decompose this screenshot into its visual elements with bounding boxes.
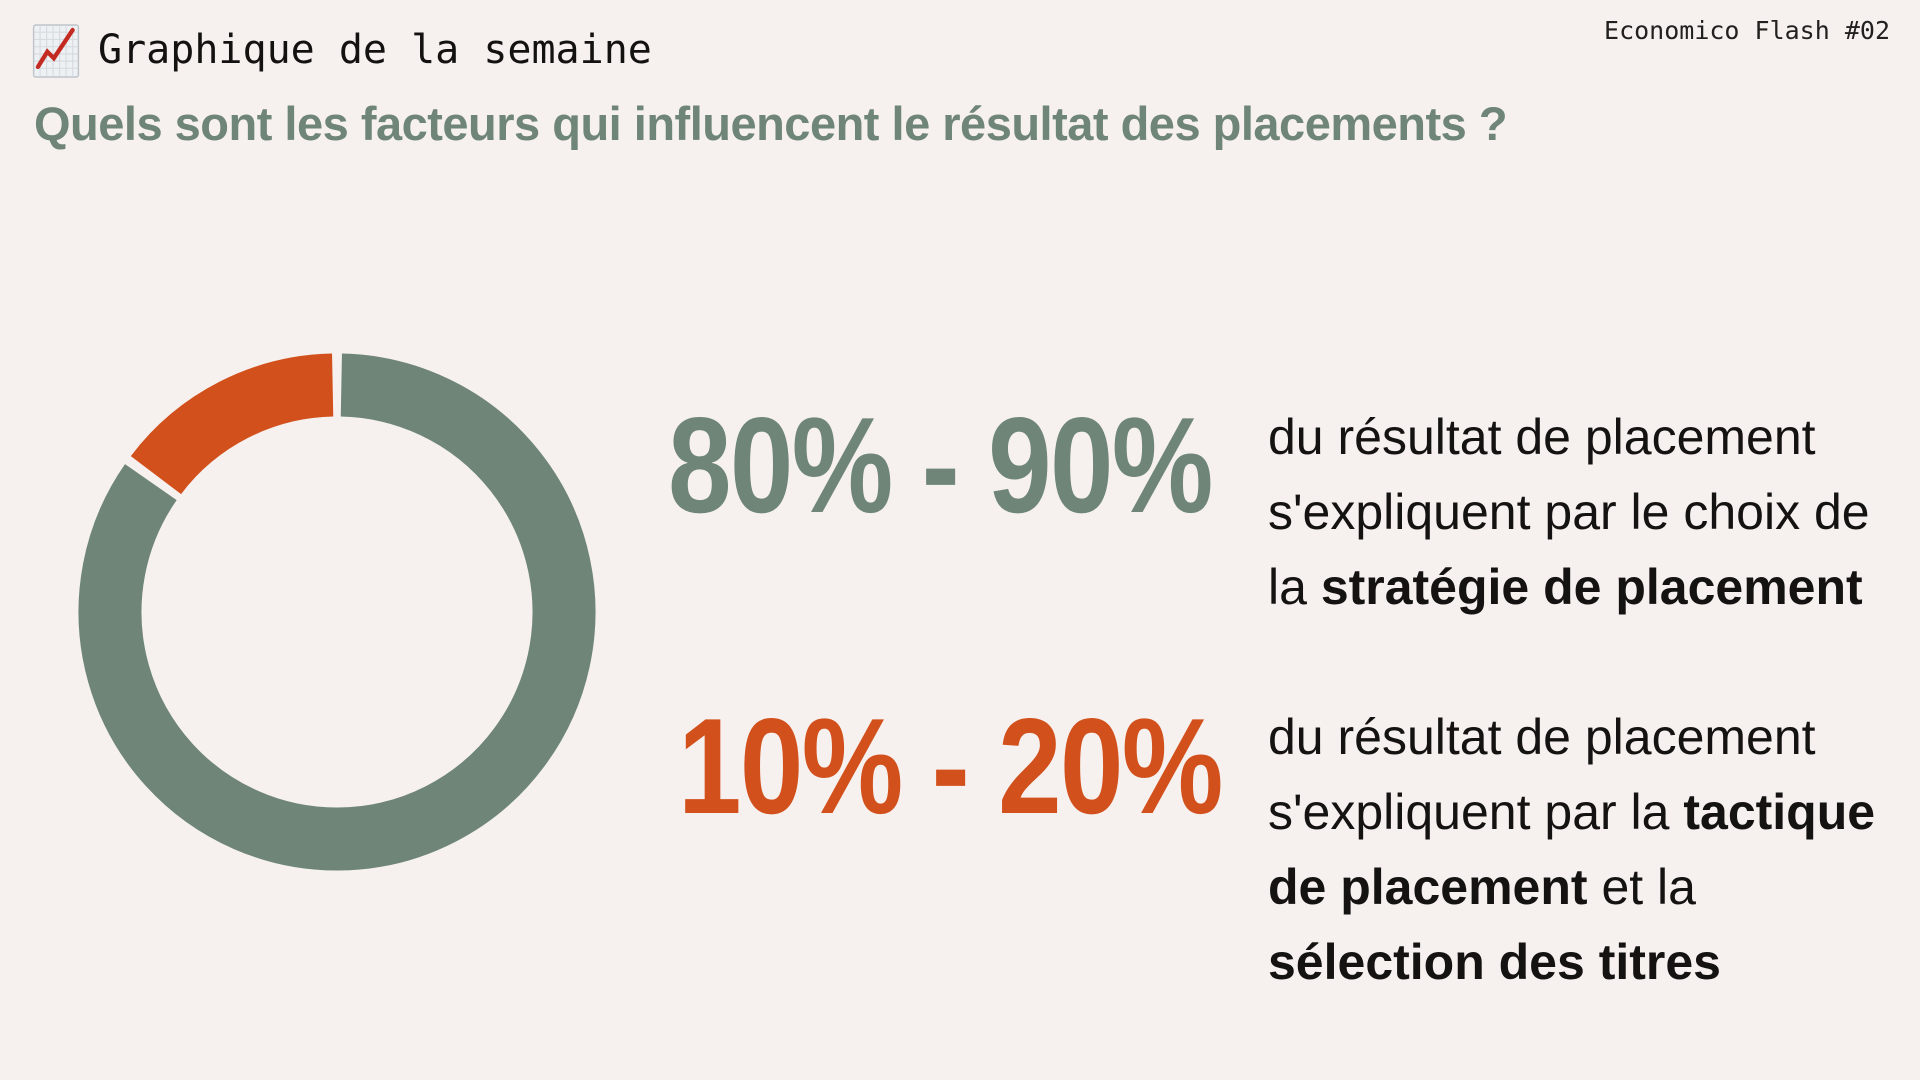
stat-desc-strategy: du résultat de placement s'expliquent pa…	[1268, 409, 1870, 615]
stat-value-strategy: 80% - 90%	[668, 389, 1213, 541]
chart-increasing-icon	[32, 24, 80, 78]
donut-slice	[78, 353, 596, 871]
question-subtitle: Quels sont les facteurs qui influencent …	[34, 97, 1508, 150]
emoji-trend-line	[35, 27, 75, 70]
stat-value-tactics: 10% - 20%	[678, 690, 1223, 842]
edition-label: Economico Flash #02	[1604, 16, 1890, 45]
page-title: Graphique de la semaine	[98, 27, 652, 73]
donut-chart	[78, 353, 596, 871]
donut-slice	[130, 353, 334, 495]
stat-desc-tactics: du résultat de placement s'expliquent pa…	[1268, 709, 1876, 990]
